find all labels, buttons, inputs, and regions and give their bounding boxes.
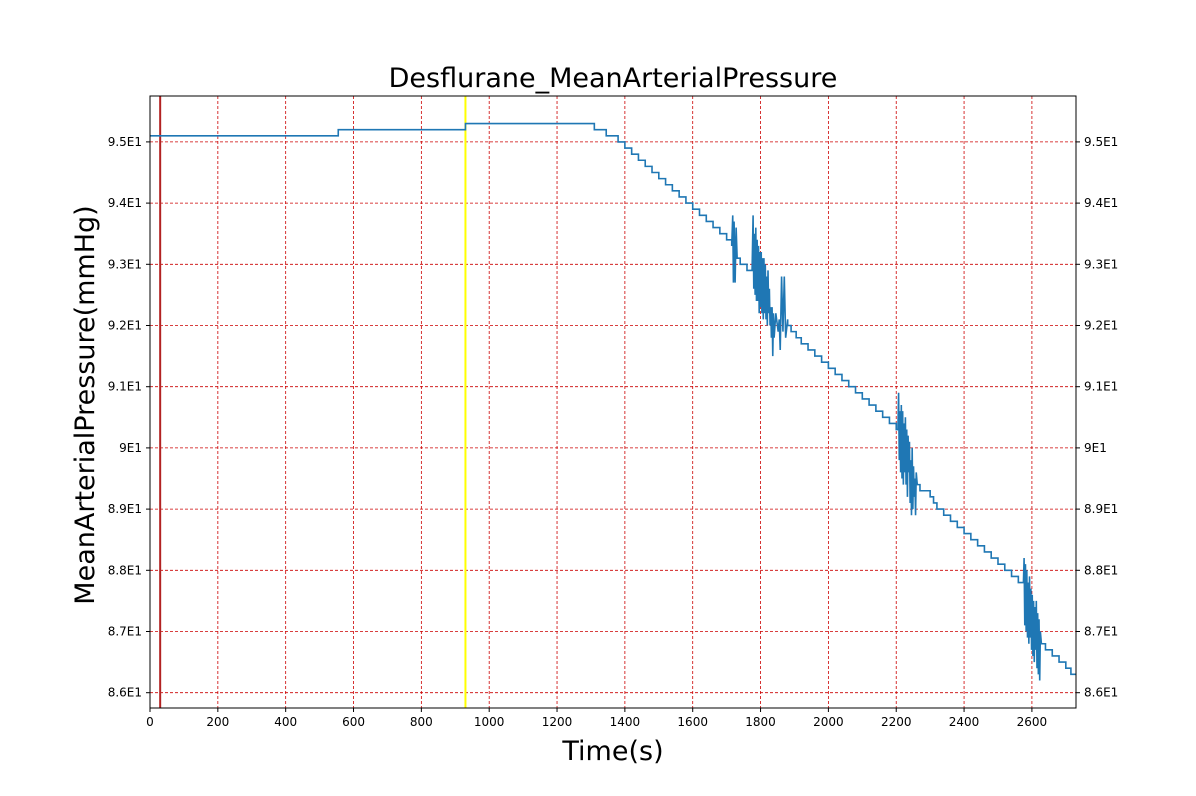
y-tick-label-right: 8.9E1 [1084, 502, 1118, 516]
y-tick-label-right: 8.6E1 [1084, 686, 1118, 700]
y-tick-label-right: 8.7E1 [1084, 625, 1118, 639]
x-tick-label: 1400 [610, 715, 641, 729]
y-tick-label-right: 8.8E1 [1084, 563, 1118, 577]
x-axis-label: Time(s) [561, 736, 663, 767]
y-tick-label-right: 9.2E1 [1084, 319, 1118, 333]
y-tick-label-left: 9.4E1 [108, 196, 142, 210]
x-tick-label: 2200 [881, 715, 912, 729]
x-tick-label: 1000 [474, 715, 505, 729]
y-tick-label-left: 9.3E1 [108, 257, 142, 271]
y-axis-ticks: 8.6E1 8.6E1 8.7E1 8.7E1 8.8E1 8.8E1 8.9E1 8.9E1… [108, 135, 1119, 700]
y-tick-label-right: 9.1E1 [1084, 380, 1118, 394]
y-tick-label-right: 9.3E1 [1084, 257, 1118, 271]
series-line [150, 122, 1076, 681]
x-tick-label: 1200 [542, 715, 573, 729]
y-tick-label-right: 9E1 [1084, 441, 1107, 455]
y-axis-label: MeanArterialPressure(mmHg) [70, 205, 101, 604]
y-tick-label-left: 8.6E1 [108, 686, 142, 700]
series-layer [150, 122, 1076, 681]
y-tick-label-right: 9.4E1 [1084, 196, 1118, 210]
x-tick-label: 2400 [949, 715, 980, 729]
y-tick-label-left: 8.7E1 [108, 625, 142, 639]
y-tick-label-left: 9.5E1 [108, 135, 142, 149]
x-axis-ticks: 0 200 400 600 800 1000 1200 1400 1600 1800 2000 220… [146, 708, 1047, 729]
x-tick-label: 600 [342, 715, 365, 729]
x-tick-label: 1600 [677, 715, 708, 729]
x-tick-label: 400 [274, 715, 297, 729]
x-tick-label: 1800 [745, 715, 776, 729]
chart-title: Desflurane_MeanArterialPressure [389, 63, 838, 94]
y-tick-label-left: 8.9E1 [108, 502, 142, 516]
plot-frame [149, 95, 1077, 709]
y-tick-label-left: 9.2E1 [108, 319, 142, 333]
x-tick-label: 800 [410, 715, 433, 729]
y-tick-label-left: 9E1 [119, 441, 142, 455]
x-tick-label: 200 [206, 715, 229, 729]
x-tick-label: 2600 [1017, 715, 1048, 729]
vertical-markers [159, 96, 467, 708]
x-tick-label: 2000 [813, 715, 844, 729]
y-tick-label-right: 9.5E1 [1084, 135, 1118, 149]
x-tick-label: 0 [146, 715, 154, 729]
y-tick-label-left: 8.8E1 [108, 563, 142, 577]
y-tick-label-left: 9.1E1 [108, 380, 142, 394]
